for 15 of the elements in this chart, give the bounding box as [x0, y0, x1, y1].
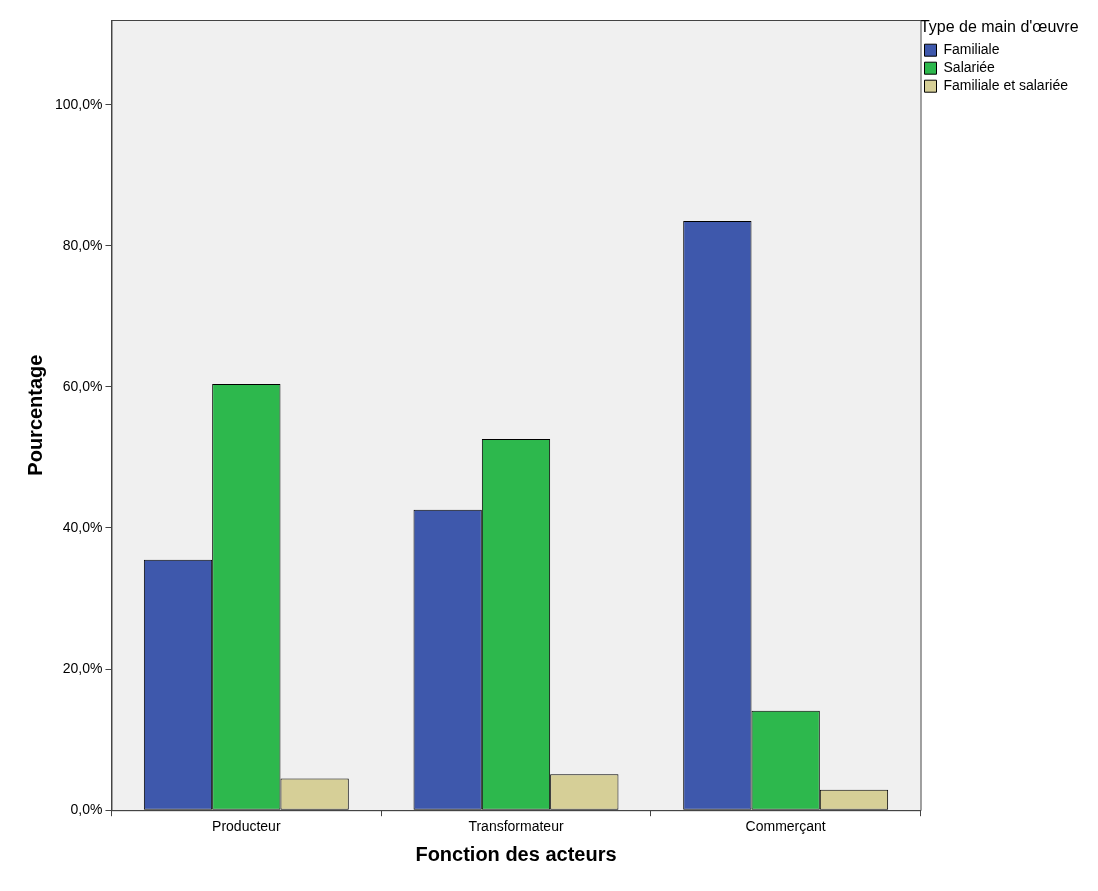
legend-title: Type de main d'œuvre [919, 18, 1079, 36]
y-axis-title: Pourcentage [23, 354, 46, 476]
y-tick-label: 60,0% [62, 377, 103, 394]
x-tick-label: Producteur [212, 818, 281, 835]
x-tick-label: Transformateur [468, 818, 564, 835]
y-tick-label: 80,0% [62, 236, 103, 253]
y-tick-label: 20,0% [62, 659, 103, 676]
y-tick-label: 100,0% [55, 95, 103, 112]
legend-label: Salariée [943, 59, 996, 76]
x-axis-title: Fonction des acteurs [415, 842, 617, 865]
legend-label: Familiale et salariée [943, 77, 1069, 94]
y-tick-label: 40,0% [62, 518, 103, 535]
legend-label: Familiale [943, 41, 1000, 58]
y-tick-label: 0,0% [70, 801, 103, 818]
x-tick-label: Commerçant [745, 818, 826, 835]
